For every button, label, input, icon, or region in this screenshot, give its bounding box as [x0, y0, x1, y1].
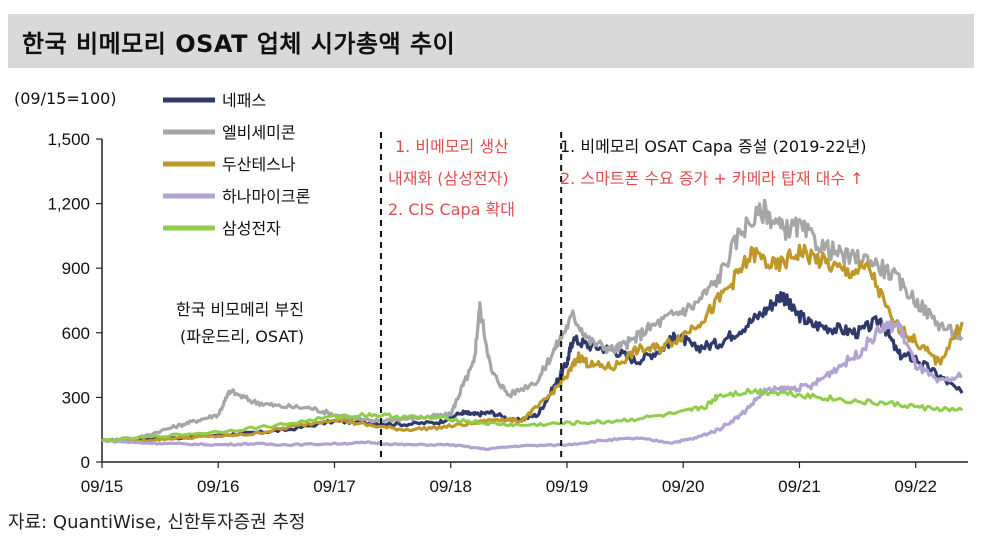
annotation-middle-line1: 1. 비메모리 생산 [395, 137, 509, 156]
x-tick-label: 09/17 [313, 477, 356, 496]
y-tick-label: 0 [81, 453, 90, 472]
legend-label: 하나마이크론 [222, 187, 310, 206]
x-tick-label: 09/18 [429, 477, 472, 496]
x-tick-label: 09/16 [197, 477, 240, 496]
y-tick-label: 900 [62, 259, 90, 278]
y-tick-label: 300 [62, 388, 90, 407]
series-line [101, 387, 964, 442]
legend-label: 네패스 [222, 91, 266, 110]
annotation-right-line1: 1. 비메모리 OSAT Capa 증설 (2019-22년) [560, 137, 867, 156]
series-line [102, 319, 963, 451]
annotation-right-line2: 2. 스마트폰 수요 증가 + 카메라 탑재 대수 ↑ [560, 169, 864, 188]
legend-label: 삼성전자 [222, 219, 281, 238]
x-tick-label: 09/22 [894, 477, 937, 496]
legend-label: 두산테스나 [222, 155, 296, 174]
annotation-middle-line3: 2. CIS Capa 확대 [388, 200, 515, 219]
page-title: 한국 비메모리 OSAT 업체 시가총액 추이 [22, 30, 456, 58]
y-tick-label: 600 [62, 324, 90, 343]
annotation-middle-line2: 내재화 (삼성전자) [388, 169, 509, 188]
title-bar: 한국 비메모리 OSAT 업체 시가총액 추이 [8, 14, 974, 68]
x-tick-label: 09/15 [81, 477, 124, 496]
annotation-left-line2: (파운드리, OSAT) [180, 327, 304, 346]
source-note: 자료: QuantiWise, 신한투자증권 추정 [8, 512, 306, 533]
y-tick-label: 1,500 [47, 130, 90, 149]
x-tick-label: 09/20 [662, 477, 705, 496]
unit-label: (09/15=100) [14, 89, 117, 108]
x-tick-label: 09/21 [778, 477, 821, 496]
legend-label: 엘비세미콘 [222, 123, 296, 142]
x-tick-label: 09/19 [546, 477, 589, 496]
annotation-left-line1: 한국 비모메리 부진 [176, 300, 304, 319]
series-line [101, 198, 964, 443]
y-tick-label: 1,200 [47, 195, 90, 214]
series-line [101, 243, 964, 444]
